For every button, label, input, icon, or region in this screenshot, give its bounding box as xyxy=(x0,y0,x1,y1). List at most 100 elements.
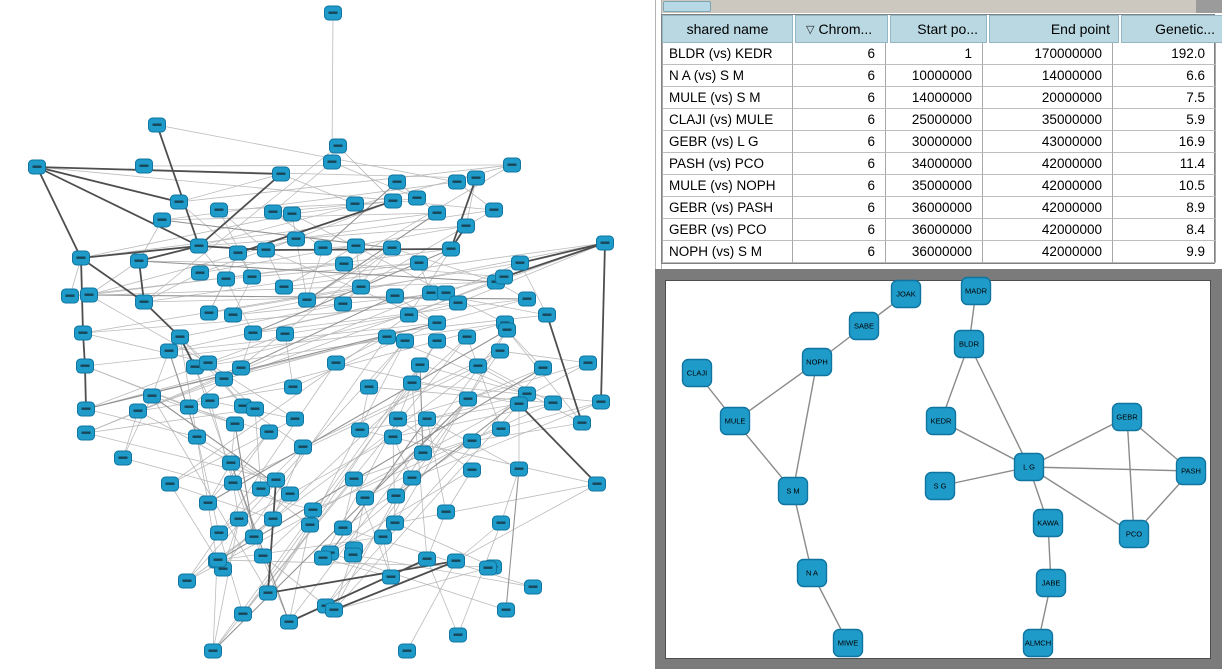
network-node[interactable] xyxy=(388,174,406,190)
network-node[interactable] xyxy=(511,255,529,271)
network-node[interactable] xyxy=(345,471,363,487)
network-node[interactable] xyxy=(544,395,562,411)
filter-icon[interactable]: ▽ xyxy=(806,23,815,36)
network-node[interactable] xyxy=(411,357,429,373)
network-node[interactable] xyxy=(161,476,179,492)
network-node[interactable] xyxy=(201,393,219,409)
network-node[interactable] xyxy=(129,403,147,419)
network-node[interactable] xyxy=(286,411,304,427)
network-node[interactable] xyxy=(403,375,421,391)
network-node[interactable] xyxy=(171,329,189,345)
network-node[interactable] xyxy=(534,360,552,376)
network-node[interactable] xyxy=(492,421,510,437)
node-pco[interactable]: PCO xyxy=(1118,519,1150,549)
network-node[interactable] xyxy=(130,253,148,269)
network-node[interactable] xyxy=(485,202,503,218)
node-sabe[interactable]: SABE xyxy=(848,311,880,341)
network-node[interactable] xyxy=(267,472,285,488)
node-kawa[interactable]: KAWA xyxy=(1032,508,1064,538)
network-node[interactable] xyxy=(61,288,79,304)
network-node[interactable] xyxy=(398,643,416,659)
network-node[interactable] xyxy=(510,396,528,412)
node-joak[interactable]: JOAK xyxy=(890,279,922,309)
network-node[interactable] xyxy=(579,355,597,371)
network-node[interactable] xyxy=(329,138,347,154)
network-node[interactable] xyxy=(497,602,515,618)
network-node[interactable] xyxy=(479,560,497,576)
network-node[interactable] xyxy=(458,329,476,345)
network-node[interactable] xyxy=(76,358,94,374)
network-node[interactable] xyxy=(384,429,402,445)
network-node[interactable] xyxy=(281,486,299,502)
node-madr[interactable]: MADR xyxy=(960,276,992,306)
network-node[interactable] xyxy=(314,550,332,566)
network-node[interactable] xyxy=(360,379,378,395)
network-node[interactable] xyxy=(389,411,407,427)
network-node[interactable] xyxy=(344,547,362,563)
network-node[interactable] xyxy=(148,117,166,133)
network-node[interactable] xyxy=(283,206,301,222)
network-node[interactable] xyxy=(234,606,252,622)
network-node[interactable] xyxy=(190,238,208,254)
network-node[interactable] xyxy=(275,279,293,295)
network-node[interactable] xyxy=(178,573,196,589)
network-node[interactable] xyxy=(199,495,217,511)
network-node[interactable] xyxy=(418,411,436,427)
table-row[interactable]: PASH (vs) PCO 6 34000000 42000000 11.4 xyxy=(662,153,1216,175)
network-node[interactable] xyxy=(135,294,153,310)
network-node[interactable] xyxy=(294,439,312,455)
network-node[interactable] xyxy=(229,245,247,261)
node-l-g[interactable]: L G xyxy=(1013,452,1045,482)
network-node[interactable] xyxy=(335,256,353,272)
network-node[interactable] xyxy=(492,515,510,531)
network-node[interactable] xyxy=(524,579,542,595)
network-node[interactable] xyxy=(114,450,132,466)
network-node[interactable] xyxy=(257,242,275,258)
network-node[interactable] xyxy=(510,461,528,477)
network-node[interactable] xyxy=(352,279,370,295)
network-node[interactable] xyxy=(382,569,400,585)
network-node[interactable] xyxy=(449,295,467,311)
table-row[interactable]: BLDR (vs) KEDR 6 1 170000000 192.0 xyxy=(662,43,1216,65)
node-miwe[interactable]: MIWE xyxy=(832,628,864,658)
network-node[interactable] xyxy=(245,529,263,545)
network-node[interactable] xyxy=(463,433,481,449)
network-node[interactable] xyxy=(459,391,477,407)
network-node[interactable] xyxy=(254,548,272,564)
network-node[interactable] xyxy=(215,371,233,387)
main-network-canvas[interactable] xyxy=(0,0,655,669)
network-node[interactable] xyxy=(588,476,606,492)
network-node[interactable] xyxy=(324,5,342,21)
node-gebr[interactable]: GEBR xyxy=(1111,402,1143,432)
table-row[interactable]: GEBR (vs) PCO 6 36000000 42000000 8.4 xyxy=(662,219,1216,241)
network-node[interactable] xyxy=(403,470,421,486)
node-almch[interactable]: ALMCH xyxy=(1022,628,1054,658)
network-node[interactable] xyxy=(259,585,277,601)
node-bldr[interactable]: BLDR xyxy=(953,329,985,359)
network-node[interactable] xyxy=(80,287,98,303)
network-node[interactable] xyxy=(396,333,414,349)
network-node[interactable] xyxy=(199,355,217,371)
network-node[interactable] xyxy=(298,292,316,308)
network-node[interactable] xyxy=(351,422,369,438)
network-node[interactable] xyxy=(469,358,487,374)
network-node[interactable] xyxy=(410,255,428,271)
network-node[interactable] xyxy=(387,488,405,504)
network-node[interactable] xyxy=(346,196,364,212)
network-node[interactable] xyxy=(28,159,46,175)
network-node[interactable] xyxy=(418,551,436,567)
network-node[interactable] xyxy=(428,315,446,331)
network-node[interactable] xyxy=(347,238,365,254)
network-node[interactable] xyxy=(224,307,242,323)
network-node[interactable] xyxy=(153,212,171,228)
network-node[interactable] xyxy=(448,174,466,190)
network-node[interactable] xyxy=(383,240,401,256)
network-node[interactable] xyxy=(491,343,509,359)
network-node[interactable] xyxy=(188,429,206,445)
network-node[interactable] xyxy=(400,307,418,323)
node-kedr[interactable]: KEDR xyxy=(925,406,957,436)
network-node[interactable] xyxy=(287,231,305,247)
network-node[interactable] xyxy=(264,204,282,220)
network-node[interactable] xyxy=(301,517,319,533)
sub-network-canvas[interactable]: JOAK SABE NOPH CLAJI MULE S M N A MIWE MADR BLDR K… xyxy=(655,269,1222,669)
